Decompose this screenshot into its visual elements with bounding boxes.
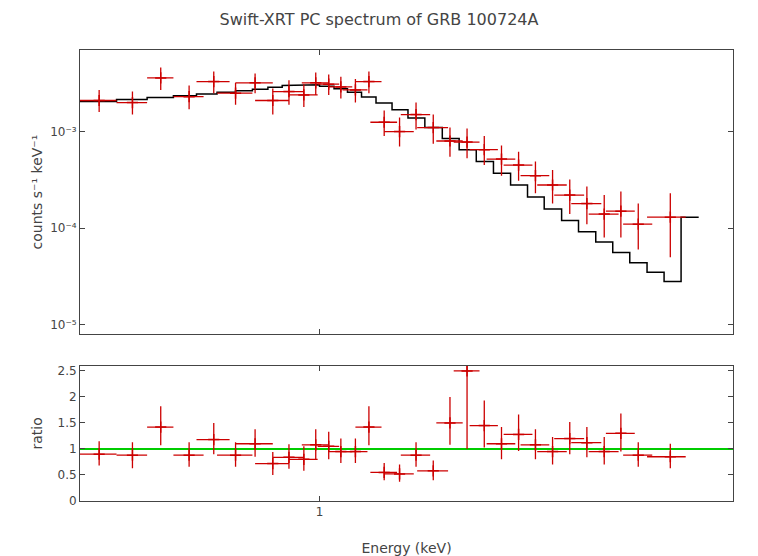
svg-text:Swift-XRT PC spectrum of GRB 1: Swift-XRT PC spectrum of GRB 100724A (220, 10, 539, 29)
svg-text:1.5: 1.5 (58, 416, 77, 430)
svg-text:Energy (keV): Energy (keV) (361, 540, 451, 556)
svg-text:10⁻³: 10⁻³ (50, 125, 77, 139)
svg-text:1: 1 (316, 505, 324, 519)
svg-text:1: 1 (69, 442, 77, 456)
svg-text:10⁻⁴: 10⁻⁴ (50, 221, 77, 235)
svg-text:2: 2 (69, 390, 77, 404)
svg-text:0: 0 (69, 494, 77, 508)
svg-text:2.5: 2.5 (58, 364, 77, 378)
svg-text:10⁻⁵: 10⁻⁵ (50, 318, 77, 332)
svg-text:0.5: 0.5 (58, 468, 77, 482)
svg-text:ratio: ratio (29, 417, 45, 449)
svg-text:counts s⁻¹ keV⁻¹: counts s⁻¹ keV⁻¹ (29, 135, 45, 250)
